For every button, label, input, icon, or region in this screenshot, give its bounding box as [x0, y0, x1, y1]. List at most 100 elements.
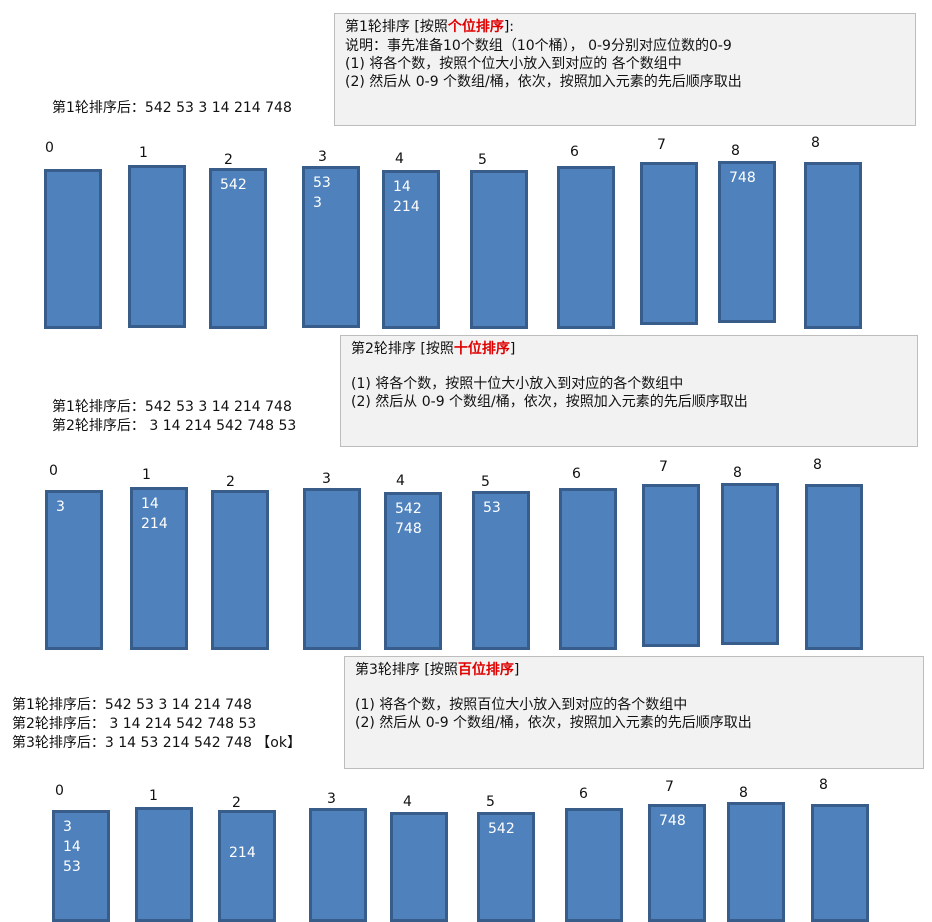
round-2-bucket-9 — [805, 484, 863, 650]
bucket-value: 14 — [393, 179, 411, 195]
round-2-bucket-label-9: 8 — [813, 457, 822, 473]
round-1-bucket-2: 542 — [209, 168, 267, 329]
round-2-bucket-label-6: 6 — [572, 466, 581, 482]
round-3-bucket-label-3: 3 — [327, 791, 336, 807]
round-2-bucket-label-5: 5 — [481, 474, 490, 490]
round-1-bucket-9 — [804, 162, 862, 329]
round-3-note-line-2: (2) 然后从 0-9 个数组/桶，依次，按照加入元素的先后顺序取出 — [355, 715, 752, 731]
round-1-bucket-label-8: 8 — [731, 143, 740, 159]
round-1-bucket-1 — [128, 165, 186, 328]
bucket-value: 53 — [313, 175, 331, 191]
round-2-note: 第2轮排序 [按照十位排序] (1) 将各个数，按照十位大小放入到对应的各个数组… — [340, 335, 918, 447]
bucket-value: 748 — [395, 521, 422, 537]
bucket-value: 53 — [483, 500, 501, 516]
round-1-bucket-label-3: 3 — [318, 149, 327, 165]
round-3-bucket-2: 214 — [218, 810, 276, 922]
round-3-bucket-label-2: 2 — [232, 795, 241, 811]
round-3-bucket-label-6: 6 — [579, 786, 588, 802]
round-2-bucket-label-3: 3 — [322, 471, 331, 487]
round-3-bucket-0: 3 14 53 — [52, 810, 110, 922]
round-1-bucket-label-4: 4 — [395, 151, 404, 167]
round-3-bucket-8 — [727, 802, 785, 922]
round-1-bucket-6 — [557, 166, 615, 329]
round-3-bucket-label-0: 0 — [55, 783, 64, 799]
round-3-bucket-label-9: 8 — [819, 777, 828, 793]
bucket-value: 14 — [63, 839, 81, 855]
summary-line-round-2: 第2轮排序后： 3 14 214 542 748 53 — [12, 716, 257, 732]
round-2-summary: 第1轮排序后：542 53 3 14 214 748 第2轮排序后： 3 14 … — [52, 398, 296, 436]
round-1-bucket-label-5: 5 — [478, 152, 487, 168]
round-3-title: 第3轮排序 [按照百位排序] — [355, 662, 520, 678]
round-3-bucket-label-5: 5 — [486, 794, 495, 810]
summary-line-round-1: 第1轮排序后：542 53 3 14 214 748 — [52, 399, 292, 415]
round-3-bucket-1 — [135, 807, 193, 922]
round-2-bucket-3 — [303, 488, 361, 650]
round-1-bucket-label-6: 6 — [570, 144, 579, 160]
round-3-bucket-label-7: 7 — [665, 779, 674, 795]
round-3-bucket-label-8: 8 — [739, 785, 748, 801]
round-2-bucket-label-0: 0 — [49, 463, 58, 479]
round-2-bucket-label-7: 7 — [659, 459, 668, 475]
round-1-bucket-label-2: 2 — [224, 152, 233, 168]
round-1-note-line-3: (2) 然后从 0-9 个数组/桶，依次，按照加入元素的先后顺序取出 — [345, 74, 742, 90]
round-2-bucket-1: 14 214 — [130, 487, 188, 650]
round-2-bucket-label-1: 1 — [142, 467, 151, 483]
round-1-bucket-label-0: 0 — [45, 140, 54, 156]
round-1-bucket-3: 53 3 — [302, 166, 360, 328]
summary-line-round-1: 第1轮排序后：542 53 3 14 214 748 — [12, 697, 252, 713]
bucket-value: 748 — [659, 813, 686, 829]
bucket-value: 14 — [141, 496, 159, 512]
round-1-bucket-0 — [44, 169, 102, 329]
round-2-bucket-2 — [211, 490, 269, 650]
round-2-bucket-label-2: 2 — [226, 474, 235, 490]
bucket-value: 214 — [141, 516, 168, 532]
round-3-bucket-9 — [811, 804, 869, 922]
round-3-bucket-label-4: 4 — [403, 794, 412, 810]
round-2-title: 第2轮排序 [按照十位排序] — [351, 341, 516, 357]
round-1-bucket-4: 14 214 — [382, 170, 440, 329]
bucket-value: 748 — [729, 170, 756, 186]
round-3-summary: 第1轮排序后：542 53 3 14 214 748 第2轮排序后： 3 14 … — [12, 696, 301, 753]
round-2-bucket-7 — [642, 484, 700, 647]
bucket-value: 3 — [56, 499, 65, 515]
bucket-value: 214 — [393, 199, 420, 215]
round-3-bucket-5: 542 — [477, 812, 535, 922]
summary-line-round-2: 第2轮排序后： 3 14 214 542 748 53 — [52, 418, 297, 434]
bucket-value: 542 — [395, 501, 422, 517]
round-1-bucket-label-7: 7 — [657, 137, 666, 153]
bucket-value: 3 — [313, 195, 322, 211]
round-1-bucket-5 — [470, 170, 528, 329]
round-2-note-line-2: (2) 然后从 0-9 个数组/桶，依次，按照加入元素的先后顺序取出 — [351, 394, 748, 410]
round-3-bucket-6 — [565, 808, 623, 922]
round-2-bucket-label-8: 8 — [733, 465, 742, 481]
round-1-summary: 第1轮排序后：542 53 3 14 214 748 — [52, 99, 292, 118]
bucket-value: 53 — [63, 859, 81, 875]
round-3-note-line-1: (1) 将各个数，按照百位大小放入到对应的各个数组中 — [355, 697, 688, 713]
round-1-note: 第1轮排序 [按照个位排序]: 说明：事先准备10个数组（10个桶）， 0-9分… — [334, 13, 916, 126]
round-2-bucket-8 — [721, 483, 779, 645]
round-2-bucket-label-4: 4 — [396, 473, 405, 489]
round-3-bucket-label-1: 1 — [149, 788, 158, 804]
round-3-bucket-4 — [390, 812, 448, 922]
round-1-bucket-7 — [640, 162, 698, 325]
round-3-note: 第3轮排序 [按照百位排序] (1) 将各个数，按照百位大小放入到对应的各个数组… — [344, 656, 924, 769]
round-1-note-line-1: 说明：事先准备10个数组（10个桶）， 0-9分别对应位数的0-9 — [345, 38, 732, 54]
summary-line-round-3: 第3轮排序后：3 14 53 214 542 748 【ok】 — [12, 735, 301, 751]
round-2-bucket-5: 53 — [472, 491, 530, 650]
round-2-note-line-1: (1) 将各个数，按照十位大小放入到对应的各个数组中 — [351, 376, 684, 392]
round-2-bucket-6 — [559, 488, 617, 650]
round-1-bucket-label-9: 8 — [811, 135, 820, 151]
round-1-bucket-label-1: 1 — [139, 145, 148, 161]
bucket-value: 214 — [229, 845, 256, 861]
bucket-value: 542 — [220, 177, 247, 193]
summary-line-round-1: 第1轮排序后：542 53 3 14 214 748 — [52, 100, 292, 116]
round-1-bucket-8: 748 — [718, 161, 776, 323]
round-2-bucket-4: 542 748 — [384, 492, 442, 650]
round-2-bucket-0: 3 — [45, 490, 103, 650]
round-3-bucket-3 — [309, 808, 367, 922]
round-3-bucket-7: 748 — [648, 804, 706, 922]
bucket-value: 3 — [63, 819, 72, 835]
round-1-title: 第1轮排序 [按照个位排序]: — [345, 19, 515, 35]
bucket-value: 542 — [488, 821, 515, 837]
round-1-note-line-2: (1) 将各个数，按照个位大小放入到对应的 各个数组中 — [345, 56, 682, 72]
